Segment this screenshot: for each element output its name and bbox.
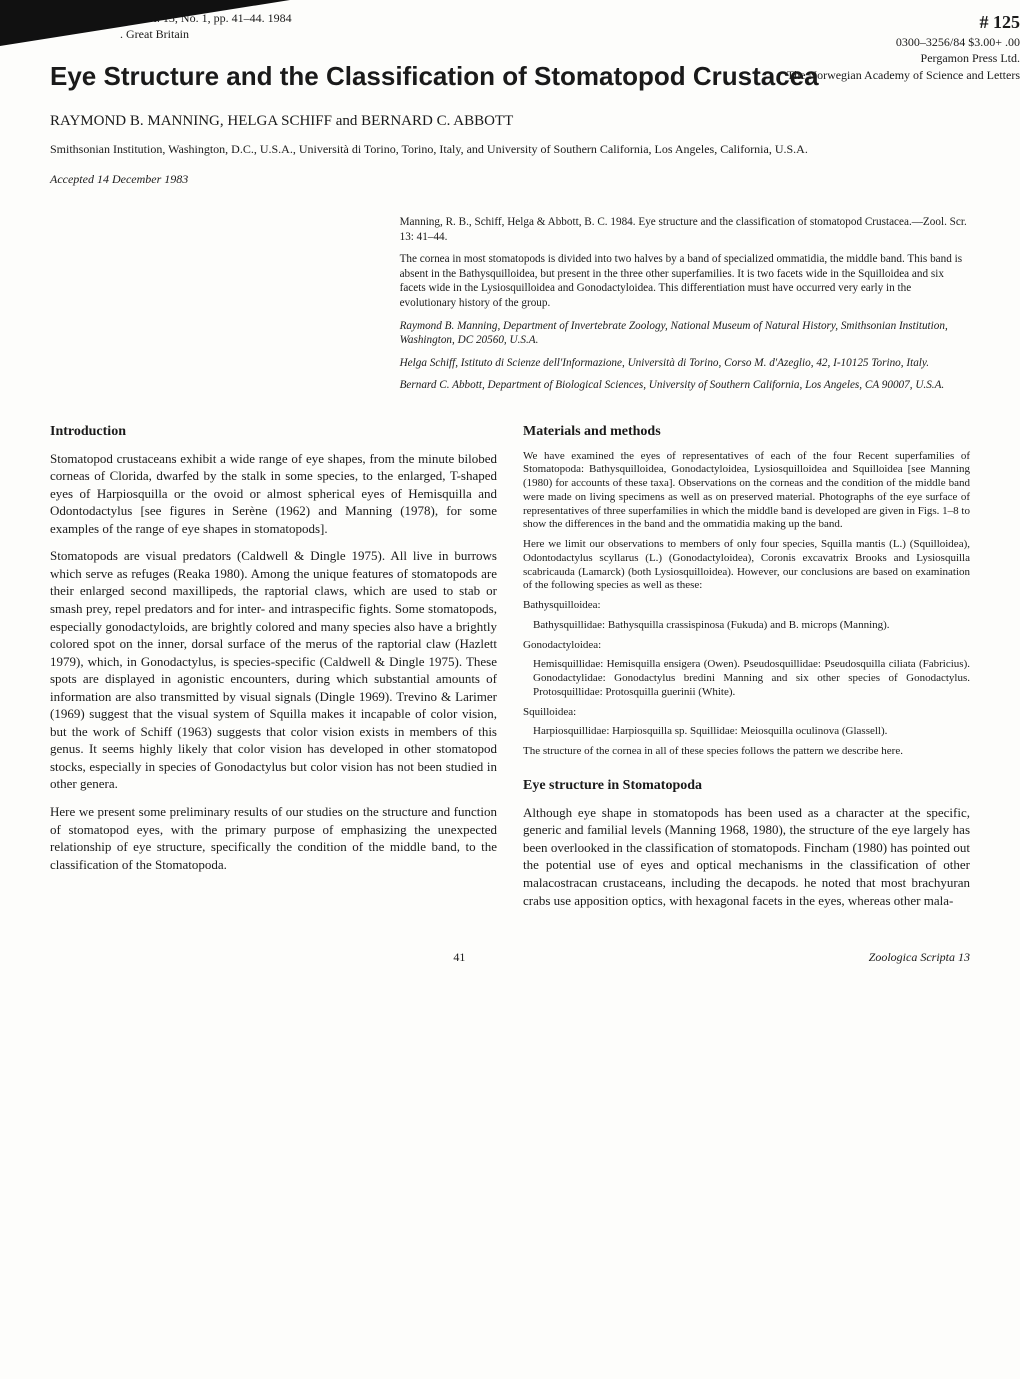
affiliation: Smithsonian Institution, Washington, D.C… [50, 141, 970, 157]
intro-p3: Here we present some preliminary results… [50, 803, 497, 873]
materials-p2: Here we limit our observations to member… [523, 538, 970, 593]
author-address-2: Helga Schiff, Istituto di Scienze dell'I… [400, 356, 970, 371]
page: pta, Vol. 13, No. 1, pp. 41–44. 1984 . G… [0, 0, 1020, 1379]
materials-p1: We have examined the eyes of representat… [523, 450, 970, 533]
abstract-block: Manning, R. B., Schiff, Helga & Abbott, … [400, 215, 970, 393]
academy: The Norwegian Academy of Science and Let… [787, 67, 1020, 83]
accepted-date: Accepted 14 December 1983 [50, 171, 970, 187]
intro-p2: Stomatopods are visual predators (Caldwe… [50, 547, 497, 793]
eye-structure-p1: Although eye shape in stomatopods has be… [523, 804, 970, 909]
authors: RAYMOND B. MANNING, HELGA SCHIFF and BER… [50, 111, 970, 131]
gono-heading: Gonodactyloidea: [523, 639, 970, 653]
bathy-list: Bathysquillidae: Bathysquilla crassispin… [523, 619, 970, 633]
intro-p1: Stomatopod crustaceans exhibit a wide ra… [50, 450, 497, 538]
header-bar: pta, Vol. 13, No. 1, pp. 41–44. 1984 . G… [0, 0, 1020, 70]
page-number: 41 [50, 949, 869, 965]
introduction-heading: Introduction [50, 423, 497, 442]
materials-body: We have examined the eyes of representat… [523, 450, 970, 759]
bathy-heading: Bathysquilloidea: [523, 599, 970, 613]
eye-structure-heading: Eye structure in Stomatopoda [523, 777, 970, 796]
abstract-body: The cornea in most stomatopods is divide… [400, 252, 970, 310]
publisher: Pergamon Press Ltd. [787, 50, 1020, 66]
two-column-body: Introduction Stomatopod crustaceans exhi… [50, 423, 970, 919]
abstract-citation: Manning, R. B., Schiff, Helga & Abbott, … [400, 215, 970, 244]
scan-corner [0, 0, 290, 46]
issn-price: 0300–3256/84 $3.00+ .00 [787, 34, 1020, 50]
left-column: Introduction Stomatopod crustaceans exhi… [50, 423, 497, 919]
journal-name: Zoologica Scripta 13 [869, 949, 970, 965]
materials-p3: The structure of the cornea in all of th… [523, 745, 970, 759]
squi-heading: Squilloidea: [523, 706, 970, 720]
gono-list: Hemisquillidae: Hemisquilla ensigera (Ow… [523, 658, 970, 699]
page-footer: 41 Zoologica Scripta 13 [50, 949, 970, 965]
hand-note: # 125 [787, 10, 1020, 34]
author-address-3: Bernard C. Abbott, Department of Biologi… [400, 378, 970, 393]
author-address-1: Raymond B. Manning, Department of Invert… [400, 319, 970, 348]
materials-heading: Materials and methods [523, 423, 970, 442]
squi-list: Harpiosquillidae: Harpiosquilla sp. Squi… [523, 725, 970, 739]
right-column: Materials and methods We have examined t… [523, 423, 970, 919]
header-right: # 125 0300–3256/84 $3.00+ .00 Pergamon P… [787, 10, 1020, 83]
